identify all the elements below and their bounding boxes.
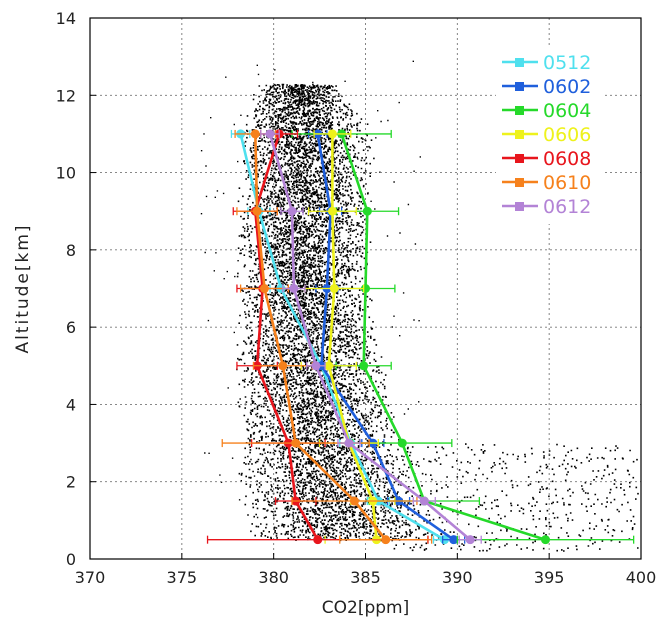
legend-item-0602: 0602 bbox=[502, 76, 591, 98]
data-point bbox=[250, 129, 260, 139]
legend-label: 0604 bbox=[543, 100, 591, 122]
data-point bbox=[311, 361, 321, 371]
x-tick-label: 390 bbox=[442, 568, 473, 587]
legend-item-0604: 0604 bbox=[502, 100, 591, 122]
legend-label: 0610 bbox=[543, 172, 591, 194]
legend-item-0612: 0612 bbox=[502, 196, 591, 218]
series-0612 bbox=[260, 129, 482, 545]
legend-item-0512: 0512 bbox=[502, 52, 591, 74]
x-tick-label: 370 bbox=[75, 568, 106, 587]
legend-marker bbox=[515, 154, 524, 163]
series-layer bbox=[206, 129, 635, 545]
x-tick-label: 380 bbox=[258, 568, 289, 587]
data-point bbox=[397, 438, 407, 448]
data-point bbox=[278, 361, 288, 371]
legend-marker bbox=[515, 178, 524, 187]
y-tick-label: 8 bbox=[66, 241, 76, 260]
legend-label: 0512 bbox=[543, 52, 591, 74]
y-tick-label: 6 bbox=[66, 318, 76, 337]
data-point bbox=[252, 206, 262, 216]
data-point bbox=[449, 535, 459, 545]
legend-marker bbox=[515, 130, 524, 139]
data-point bbox=[265, 129, 275, 139]
y-ticks: 0 2 4 6 8 10 12 14 bbox=[56, 9, 96, 569]
data-point bbox=[327, 206, 337, 216]
data-point bbox=[344, 438, 354, 448]
y-axis-label: Altitude[km] bbox=[13, 223, 33, 353]
legend-marker bbox=[515, 58, 524, 67]
data-point bbox=[540, 535, 550, 545]
y-tick-label: 12 bbox=[56, 86, 76, 105]
data-point bbox=[291, 438, 301, 448]
legend-label: 0606 bbox=[543, 124, 591, 146]
x-tick-label: 375 bbox=[167, 568, 198, 587]
scatter-points bbox=[200, 60, 639, 552]
series-0610 bbox=[221, 129, 433, 545]
y-tick-label: 0 bbox=[66, 550, 76, 569]
data-point bbox=[359, 361, 369, 371]
legend-label: 0612 bbox=[543, 196, 591, 218]
data-point bbox=[349, 496, 359, 506]
y-tick-label: 10 bbox=[56, 164, 76, 183]
legend-item-0606: 0606 bbox=[502, 124, 591, 146]
x-axis-label: CO2[ppm] bbox=[322, 598, 409, 618]
data-point bbox=[289, 284, 299, 293]
data-point bbox=[465, 535, 475, 545]
data-point bbox=[259, 284, 269, 293]
legend-item-0610: 0610 bbox=[502, 172, 591, 194]
x-tick-label: 400 bbox=[626, 568, 657, 587]
x-tick-label: 395 bbox=[534, 568, 565, 587]
legend-label: 0602 bbox=[543, 76, 591, 98]
legend-marker bbox=[515, 106, 524, 115]
background-scatter bbox=[200, 60, 639, 552]
data-point bbox=[287, 206, 297, 216]
x-ticks: 370 375 380 385 390 395 400 bbox=[75, 553, 657, 587]
data-point bbox=[327, 129, 337, 139]
legend-item-0608: 0608 bbox=[502, 148, 591, 170]
y-tick-label: 2 bbox=[66, 473, 76, 492]
data-point bbox=[381, 535, 391, 545]
data-point bbox=[324, 361, 334, 371]
legend-label: 0608 bbox=[543, 148, 591, 170]
data-point bbox=[362, 206, 372, 216]
legend-marker bbox=[515, 82, 524, 91]
data-point bbox=[313, 535, 323, 545]
legend-marker bbox=[515, 202, 524, 211]
data-point bbox=[329, 284, 339, 293]
y-tick-label: 4 bbox=[66, 395, 76, 414]
x-tick-label: 385 bbox=[350, 568, 381, 587]
y-tick-label: 14 bbox=[56, 9, 76, 28]
data-point bbox=[419, 496, 429, 506]
